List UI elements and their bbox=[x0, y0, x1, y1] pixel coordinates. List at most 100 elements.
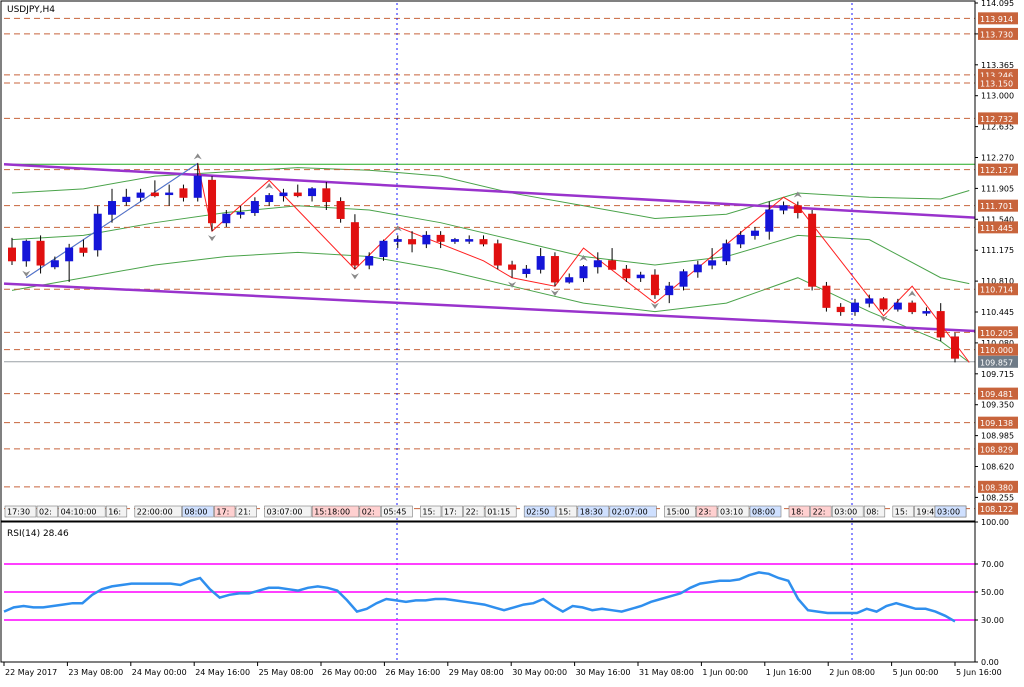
candle-body bbox=[951, 336, 959, 359]
candle-body bbox=[665, 285, 674, 296]
time-axis-label: 31 May 08:00 bbox=[639, 668, 694, 677]
time-flag-label: 01:15 bbox=[487, 508, 510, 517]
time-flag-label: 22: bbox=[466, 508, 479, 517]
candle-body bbox=[822, 285, 831, 308]
candle-body bbox=[22, 240, 31, 262]
time-flag-box bbox=[523, 505, 556, 518]
level-label: 112.127 bbox=[980, 166, 1013, 175]
candle-body bbox=[622, 268, 631, 279]
fractal-down-marker bbox=[208, 235, 217, 242]
candle-body bbox=[65, 247, 74, 262]
time-axis-label: 30 May 16:00 bbox=[576, 668, 631, 677]
candle-body bbox=[350, 222, 359, 266]
candle-body bbox=[8, 247, 16, 262]
time-flag-label: 15:18:00 bbox=[314, 508, 350, 517]
candle-body bbox=[93, 213, 102, 251]
level-label: 113.730 bbox=[980, 30, 1013, 39]
candle-body bbox=[522, 268, 531, 274]
candle-body bbox=[193, 175, 202, 198]
candle-body bbox=[250, 201, 259, 214]
candle-body bbox=[379, 240, 388, 258]
candle-body bbox=[765, 209, 774, 232]
time-flag-label: 08: bbox=[866, 508, 879, 517]
time-flag-label: 15: bbox=[422, 508, 435, 517]
time-flag-label: 23: bbox=[698, 508, 711, 517]
candle-body bbox=[336, 201, 345, 219]
time-flag-box bbox=[105, 505, 128, 518]
candle-body bbox=[222, 213, 231, 224]
candle-body bbox=[750, 230, 759, 236]
time-flag-label: 08:00 bbox=[752, 508, 775, 517]
level-label-box bbox=[978, 355, 1018, 368]
level-label-box bbox=[978, 283, 1018, 296]
price-tick-label: 109.715 bbox=[981, 370, 1014, 379]
level-label: 108.380 bbox=[980, 483, 1013, 492]
rsi-tick-label: 100.00 bbox=[981, 518, 1009, 527]
fractal-down-marker bbox=[650, 302, 659, 309]
chart-title: USDJPY,H4 bbox=[7, 5, 55, 15]
candle-body bbox=[536, 256, 545, 270]
time-flag-box bbox=[36, 505, 58, 518]
time-flag-label: 22:00:00 bbox=[137, 508, 173, 517]
main-plot-frame bbox=[0, 0, 976, 522]
time-flag-box bbox=[134, 505, 182, 518]
fractal-down-marker bbox=[879, 315, 888, 322]
candle-body bbox=[408, 239, 417, 245]
level-label-box bbox=[978, 343, 1018, 356]
fractal-up-marker bbox=[193, 153, 202, 160]
candle-body bbox=[922, 311, 931, 314]
price-tick-label: 113.000 bbox=[981, 92, 1014, 101]
candle-body bbox=[936, 311, 945, 338]
rsi-tick-label: 70.00 bbox=[981, 560, 1004, 569]
candle-body bbox=[779, 205, 788, 211]
price-tick-label: 111.175 bbox=[981, 246, 1014, 255]
time-flag-box bbox=[609, 505, 657, 518]
time-flag-box bbox=[420, 505, 442, 518]
price-tick-label: 112.635 bbox=[981, 123, 1014, 132]
candle-body bbox=[708, 260, 717, 266]
candle-body bbox=[565, 277, 574, 283]
candle-body bbox=[179, 188, 188, 198]
channel-upper-line bbox=[3, 163, 976, 219]
candle-body bbox=[465, 239, 474, 242]
time-flag-box bbox=[264, 505, 312, 518]
candle-body bbox=[479, 239, 488, 245]
rsi-tick-label: 0.00 bbox=[981, 658, 999, 667]
level-label: 109.857 bbox=[980, 358, 1013, 367]
time-flag-label: 03:07:00 bbox=[267, 508, 303, 517]
time-axis-label: 25 May 08:00 bbox=[259, 668, 314, 677]
candle-body bbox=[36, 240, 45, 266]
fractal-up-marker bbox=[908, 290, 917, 297]
time-flag-box bbox=[810, 505, 832, 518]
time-flag-label: 03:00 bbox=[834, 508, 857, 517]
fractal-up-marker bbox=[393, 225, 402, 232]
time-flag-label: 02:50 bbox=[526, 508, 549, 517]
time-flag-box bbox=[749, 505, 782, 518]
time-flag-label: 17: bbox=[444, 508, 457, 517]
level-label-box bbox=[978, 326, 1018, 339]
time-flag-box bbox=[484, 505, 517, 518]
candle-body bbox=[236, 212, 245, 215]
fractal-up-marker bbox=[793, 191, 802, 198]
time-flag-box bbox=[4, 505, 37, 518]
candle-body bbox=[165, 192, 174, 196]
candle-body bbox=[108, 201, 117, 215]
price-tick-label: 112.270 bbox=[981, 154, 1014, 163]
candle-body bbox=[579, 266, 588, 279]
time-axis-label: 29 May 08:00 bbox=[449, 668, 504, 677]
time-flag-box bbox=[577, 505, 610, 518]
level-label: 109.481 bbox=[980, 390, 1013, 399]
level-label: 113.246 bbox=[980, 71, 1013, 80]
time-axis-label: 26 May 00:00 bbox=[322, 668, 377, 677]
level-label-box bbox=[978, 416, 1018, 429]
time-flag-label: 03:10 bbox=[720, 508, 743, 517]
candle-body bbox=[893, 302, 902, 310]
level-label-box bbox=[978, 221, 1018, 234]
candle-body bbox=[679, 271, 688, 287]
band-middle-line bbox=[11, 205, 970, 285]
time-flag-box bbox=[863, 505, 886, 518]
candle-body bbox=[393, 239, 402, 242]
fractal-down-marker bbox=[22, 270, 31, 277]
